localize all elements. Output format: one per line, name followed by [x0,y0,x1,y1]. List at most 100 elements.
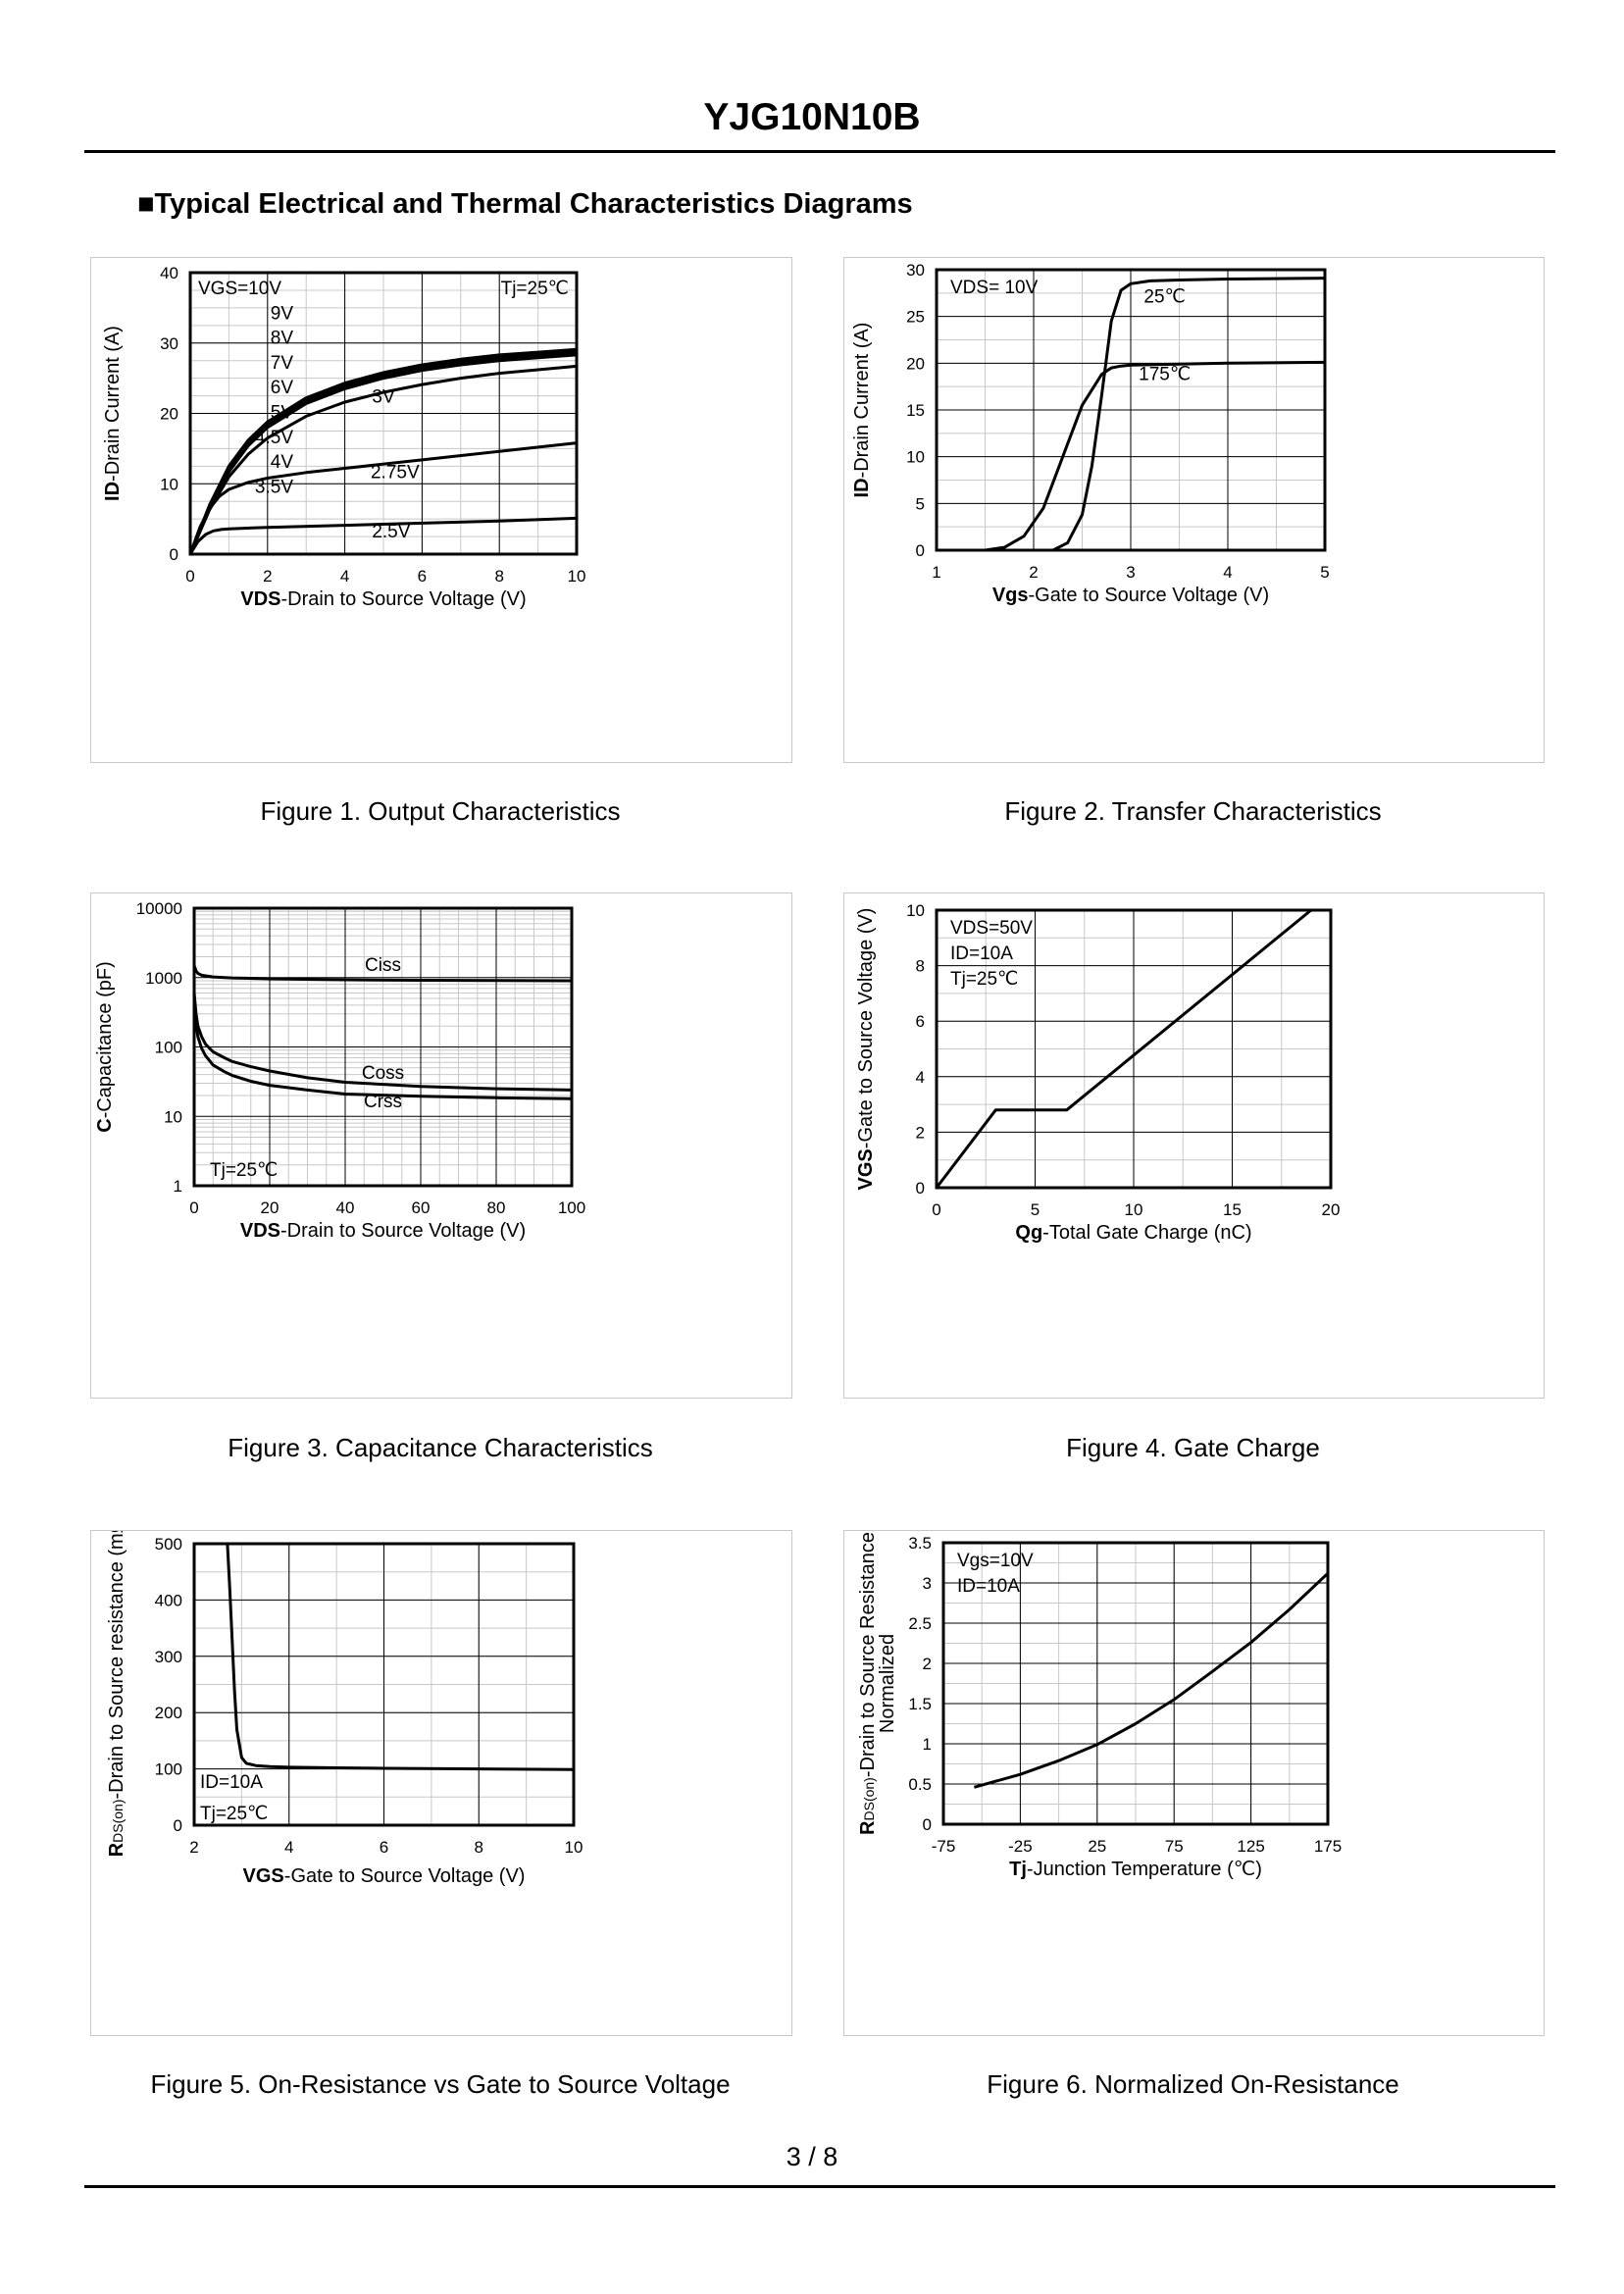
curve-label: 2.75V [371,463,420,484]
y-tick-label: 10 [164,1107,182,1126]
series-line-Coss [192,993,573,1092]
y-tick-label: 2.5 [908,1614,932,1633]
y-tick-label: 30 [160,334,178,353]
figure2-caption: Figure 2. Transfer Characteristics [1004,796,1382,826]
y-axis-title: RDS(on)-Drain to Source Resistance [857,1532,879,1835]
x-tick-label: 4 [340,567,349,586]
x-tick-label: 4 [284,1838,293,1857]
legend-line: 6V [271,378,294,398]
legend-line: ID=10A [200,1772,263,1793]
figure2-panel: 1 2 3 4 5 0 5 10 15 20 25 30 Vgs-Gate to Source Volt… [843,257,1545,763]
figure4-chart: 0 5 10 15 20 0 2 4 6 8 10 Qg-Total Gate Charge (nC)… [855,901,1341,1244]
legend-line: 4V [271,452,294,473]
y-tick-label: 15 [906,401,925,420]
x-tick-label: 5 [1320,563,1329,582]
y-tick-label: 10 [906,901,925,920]
x-tick-label: 0 [185,567,194,586]
figure6-panel: -75 -25 25 75 125 175 0 0.5 1 1.5 2 2.5 3 3.5 Tj-Junct… [843,1530,1545,2036]
x-tick-label: 75 [1165,1837,1184,1856]
x-tick-label: 2 [189,1838,198,1857]
legend-line: VDS= 10V [950,278,1039,298]
y-tick-label: 4 [916,1068,925,1087]
series-line-2.75V [188,441,578,555]
x-tick-label: 8 [494,567,503,586]
y-tick-label: 200 [155,1704,182,1722]
legend-line: VDS=50V [950,918,1033,939]
x-tick-label: 40 [336,1198,355,1217]
y-tick-label: 0 [916,1179,925,1198]
x-tick-label: -25 [1008,1837,1033,1856]
y-tick-label: 1 [923,1735,932,1754]
x-axis-title: Vgs-Gate to Source Voltage (V) [992,585,1269,606]
y-tick-label: 25 [906,308,925,327]
legend-line: Tj=25℃ [200,1804,268,1824]
x-tick-label: -75 [932,1837,956,1856]
x-tick-label: 10 [1125,1200,1143,1219]
figure4-panel: 0 5 10 15 20 0 2 4 6 8 10 Qg-Total Gate Charge (nC)… [843,892,1545,1399]
legend-line: 5V [271,403,294,424]
x-tick-label: 20 [1322,1200,1341,1219]
y-tick-label: 300 [155,1648,182,1666]
x-tick-label: 100 [558,1198,585,1217]
y-tick-label: 6 [916,1012,925,1031]
x-axis-title: VGS-Gate to Source Voltage (V) [243,1865,526,1887]
y-tick-label: 0.5 [908,1775,932,1794]
header-rule [84,150,1555,153]
y-axis-title: C-Capacitance (pF) [94,961,116,1133]
y-tick-label: 40 [160,264,178,282]
y-tick-label: 500 [155,1535,182,1554]
x-tick-label: 0 [932,1200,940,1219]
x-tick-label: 25 [1088,1837,1106,1856]
y-axis-title: ID-Drain Current (A) [851,323,873,498]
figure6-chart: -75 -25 25 75 125 175 0 0.5 1 1.5 2 2.5 3 3.5 Tj-Junct… [857,1532,1342,1880]
x-axis-title: VDS-Drain to Source Voltage (V) [240,1220,526,1242]
y-axis-title-line2: Normalized [877,1634,898,1733]
x-tick-label: 60 [412,1198,431,1217]
curve-label: 25℃ [1143,286,1185,307]
series-line-RDSon [226,1543,575,1771]
x-tick-label: 2 [263,567,272,586]
curve-label: Ciss [365,955,401,976]
x-tick-label: 20 [261,1198,279,1217]
plot-frame [935,268,1327,552]
y-tick-label: 100 [155,1760,182,1779]
curve-label: Coss [362,1063,404,1084]
figure3-caption: Figure 3. Capacitance Characteristics [228,1433,653,1462]
page-number: 3 / 8 [786,2142,838,2171]
series-line-175 [937,360,1326,552]
x-tick-label: 175 [1314,1837,1342,1856]
y-tick-label: 1000 [145,969,182,988]
x-tick-label: 80 [487,1198,506,1217]
legend-line: 7V [271,353,294,374]
y-tick-label: 3 [923,1574,932,1593]
y-tick-label: 5 [916,494,925,513]
legend-line: ID=10A [950,943,1013,964]
x-tick-label: 5 [1031,1200,1040,1219]
y-tick-label: 20 [160,405,178,424]
y-tick-label: 100 [155,1039,182,1057]
y-tick-label: 10 [906,448,925,467]
curve-label: 2.5V [372,522,410,542]
figure6-caption: Figure 6. Normalized On-Resistance [987,2069,1399,2099]
curve-label: Crss [364,1092,402,1112]
legend-line: Tj=25℃ [950,969,1018,990]
y-tick-label: 0 [916,541,925,560]
figure1-caption: Figure 1. Output Characteristics [260,796,621,826]
y-tick-label: 20 [906,354,925,373]
x-tick-label: 6 [418,567,427,586]
y-tick-label: 30 [906,261,925,280]
x-axis-title: Tj-Junction Temperature (℃) [1009,1859,1262,1880]
x-axis-title: Qg-Total Gate Charge (nC) [1015,1222,1251,1244]
plot-frame [941,1541,1330,1826]
curve-label: 175℃ [1139,364,1191,384]
figure1-chart: 0 2 4 6 8 10 0 10 20 30 40 VDS-Drain to Source Volt… [102,264,585,610]
figure5-panel: 2 4 6 8 10 0 100 200 300 400 500 VGS-Gate to Source… [90,1512,792,2036]
y-axis-title: ID-Drain Current (A) [102,326,124,501]
y-tick-label: 2 [923,1655,932,1673]
series-line-25 [937,277,1326,552]
section-title: ■Typical Electrical and Thermal Characte… [137,188,913,220]
x-tick-label: 6 [380,1838,388,1857]
plot-frame [935,908,1333,1190]
legend-line: 9V [271,303,294,324]
y-tick-label: 1.5 [908,1695,932,1713]
